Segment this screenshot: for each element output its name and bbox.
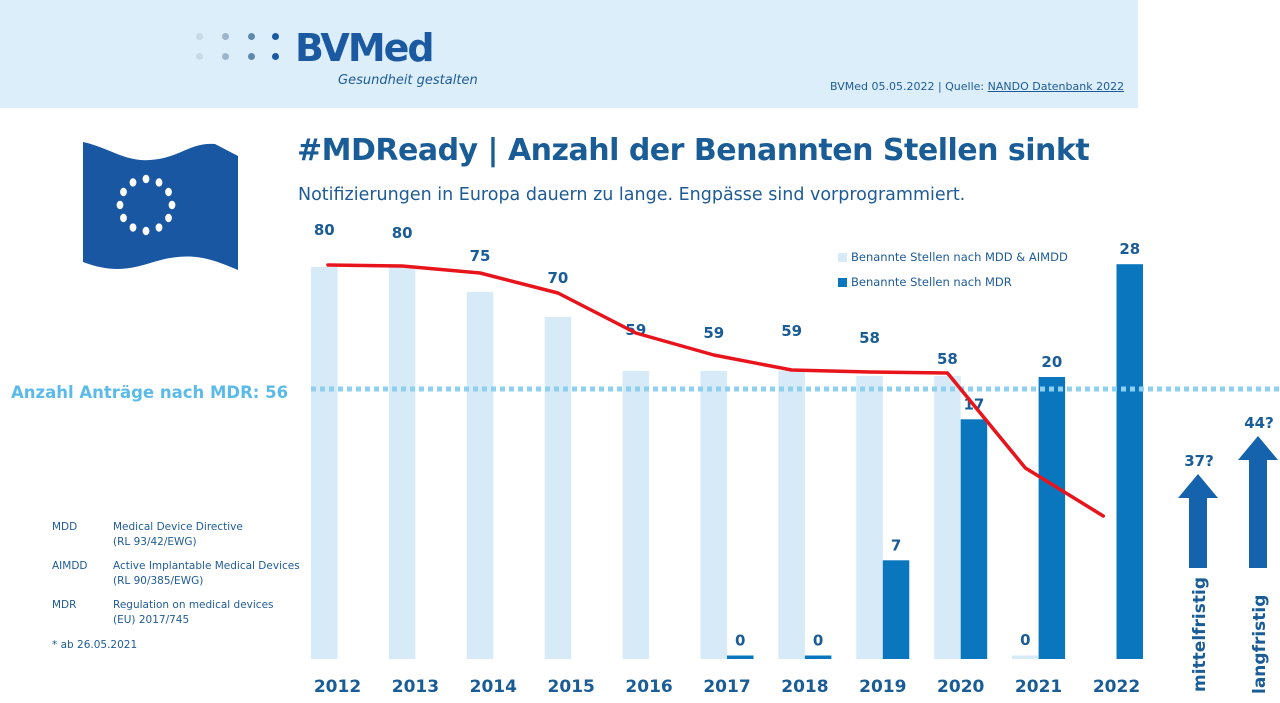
- projection-arrow-langfristig: [1238, 436, 1278, 568]
- flag-star: [155, 223, 163, 232]
- value-label-mdd-2021: 0: [1020, 631, 1030, 649]
- bar-mdd-2018: [778, 371, 805, 659]
- page-subtitle: Notifizierungen in Europa dauern zu lang…: [298, 185, 966, 205]
- projection-arrow-mittelfristig: [1178, 474, 1218, 568]
- legend-swatch-light: [838, 253, 847, 262]
- bar-mdd-2012: [311, 267, 338, 659]
- bar-mdd-2013: [388, 267, 416, 659]
- bar-mdd-2017: [700, 371, 727, 659]
- x-tick-label-2016: 2016: [625, 677, 672, 697]
- value-label-mdr-2022: 28: [1119, 240, 1140, 258]
- x-tick-label-2021: 2021: [1015, 677, 1062, 697]
- bar-mdr-2021: [1038, 377, 1066, 659]
- source-prefix: BVMed 05.05.2022 | Quelle:: [830, 80, 988, 93]
- bar-mdd-2016: [622, 371, 650, 659]
- logo: BVMed: [295, 26, 435, 70]
- flag-star: [165, 213, 172, 223]
- projection-label-langfristig: langfristig: [1250, 595, 1270, 694]
- bar-mdd-2019: [856, 376, 883, 659]
- abbreviation-text: Medical Device Directive (RL 93/42/EWG): [113, 521, 243, 548]
- legend-label: Benannte Stellen nach MDD & AIMDD: [851, 250, 1068, 264]
- bar-mdd-2014: [466, 292, 494, 659]
- legend-swatch-dark: [838, 278, 847, 287]
- abbreviation-text: Active Implantable Medical Devices (RL 90…: [113, 560, 300, 587]
- flag-star: [155, 178, 163, 187]
- flag-star: [120, 213, 127, 223]
- flag-star: [142, 226, 150, 236]
- value-label-mdd-2012: 80: [314, 221, 335, 239]
- bar-mdr-2019: [882, 560, 910, 659]
- value-label-mdr-2018: 0: [813, 632, 823, 650]
- bar-mdr-2020: [960, 419, 988, 659]
- flag-star: [129, 178, 137, 187]
- bar-mdd-2015: [544, 317, 572, 659]
- bar-mdd-2021: [1012, 655, 1039, 659]
- flag-star: [168, 200, 176, 210]
- flag-star: [165, 187, 172, 197]
- source-note: BVMed 05.05.2022 | Quelle: NANDO Datenba…: [830, 80, 1124, 93]
- bar-mdr-2018: [804, 655, 832, 659]
- value-label-mdd-2020: 58: [937, 350, 958, 368]
- abbreviation-key: AIMDD: [52, 560, 88, 572]
- flag-star: [129, 223, 137, 232]
- eu-flag-icon: [83, 142, 238, 270]
- projection-value-mittelfristig: 37?: [1184, 452, 1214, 470]
- projection-label-mittelfristig: mittelfristig: [1190, 577, 1210, 692]
- source-link[interactable]: NANDO Datenbank 2022: [987, 80, 1125, 93]
- value-label-mdd-2015: 70: [548, 269, 569, 287]
- x-tick-label-2014: 2014: [470, 677, 517, 697]
- footnote: * ab 26.05.2021: [52, 639, 138, 651]
- flag-star: [142, 174, 150, 184]
- x-tick-label-2013: 2013: [392, 677, 439, 697]
- abbreviation-key: MDD: [52, 521, 78, 533]
- abbreviation-text: Regulation on medical devices (EU) 2017/7…: [113, 599, 274, 626]
- projection-value-langfristig: 44?: [1244, 414, 1274, 432]
- x-tick-label-2015: 2015: [548, 677, 595, 697]
- legend-label: Benannte Stellen nach MDR: [851, 275, 1012, 289]
- value-label-mdd-2019: 58: [859, 329, 880, 347]
- page-title: #MDReady | Anzahl der Benannten Stellen …: [297, 133, 1090, 168]
- x-tick-label-2019: 2019: [859, 677, 906, 697]
- logo-tagline: Gesundheit gestalten: [338, 73, 478, 88]
- x-tick-label-2012: 2012: [314, 677, 361, 697]
- header-banner: BVMed Gesundheit gestalten BVMed 05.05.2…: [0, 0, 1138, 108]
- value-label-mdd-2013: 80: [392, 224, 413, 242]
- legend-item-mdr: Benannte Stellen nach MDR: [838, 275, 1012, 289]
- x-tick-label-2022: 2022: [1093, 677, 1140, 697]
- flag-star: [120, 187, 127, 197]
- x-tick-label-2018: 2018: [781, 677, 828, 697]
- flag-star: [116, 200, 124, 210]
- value-label-mdd-2018: 59: [781, 322, 802, 340]
- bar-mdd-2020: [934, 376, 961, 659]
- value-label-mdr-2017: 0: [735, 632, 745, 650]
- x-tick-label-2017: 2017: [703, 677, 750, 697]
- value-label-mdr-2019: 7: [891, 536, 901, 554]
- value-label-mdr-2021: 20: [1041, 353, 1062, 371]
- reference-line-label: Anzahl Anträge nach MDR: 56: [11, 383, 289, 402]
- bar-mdr-2022: [1116, 264, 1143, 659]
- value-label-mdd-2014: 75: [470, 247, 491, 265]
- bar-mdr-2017: [727, 655, 754, 659]
- trend-line: [326, 263, 1105, 518]
- value-label-mdd-2017: 59: [703, 324, 724, 342]
- legend-item-mdd: Benannte Stellen nach MDD & AIMDD: [838, 250, 1068, 264]
- abbreviation-key: MDR: [52, 599, 77, 611]
- x-tick-label-2020: 2020: [937, 677, 984, 697]
